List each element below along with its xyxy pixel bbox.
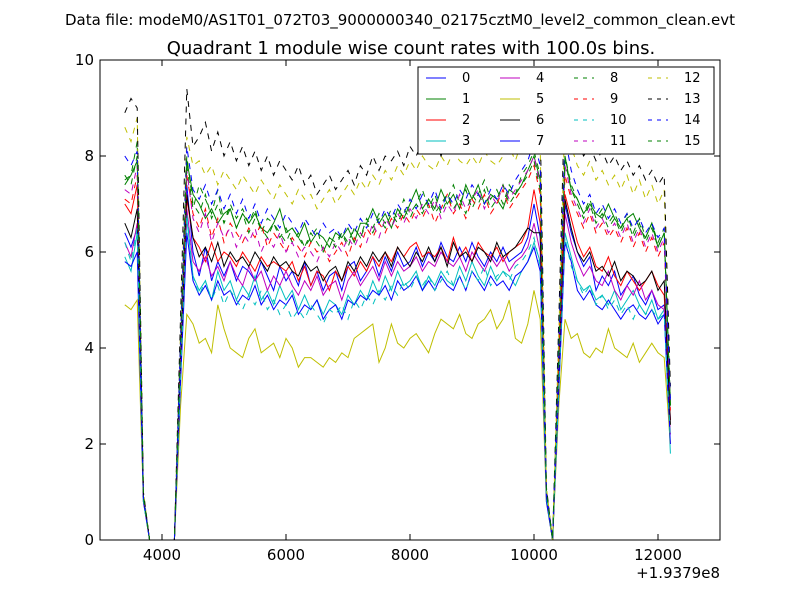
series-line-1 bbox=[124, 154, 671, 541]
series-line-15 bbox=[124, 155, 671, 541]
legend-label-7: 7 bbox=[536, 134, 544, 149]
legend-label-9: 9 bbox=[610, 92, 618, 107]
legend-label-8: 8 bbox=[610, 71, 618, 86]
plot-frame bbox=[99, 59, 721, 541]
y-tick-label: 0 bbox=[84, 531, 94, 549]
series-line-0 bbox=[124, 184, 671, 541]
series-line-10 bbox=[124, 213, 671, 541]
legend-label-12: 12 bbox=[684, 71, 701, 86]
legend-label-4: 4 bbox=[536, 71, 544, 86]
legend-label-10: 10 bbox=[610, 113, 627, 128]
y-tick-label: 10 bbox=[75, 51, 94, 69]
x-tick-label: 8000 bbox=[391, 546, 429, 564]
legend-label-3: 3 bbox=[462, 134, 470, 149]
series-line-9 bbox=[124, 163, 671, 541]
x-tick-label: 4000 bbox=[143, 546, 181, 564]
x-tick-label: 6000 bbox=[267, 546, 305, 564]
y-tick-label: 6 bbox=[84, 243, 94, 261]
series-line-3 bbox=[124, 218, 671, 541]
legend-label-15: 15 bbox=[684, 134, 701, 149]
x-offset-label: +1.9379e8 bbox=[636, 564, 720, 582]
legend-label-14: 14 bbox=[684, 113, 701, 128]
x-tick-label: 12000 bbox=[634, 546, 682, 564]
y-tick-label: 2 bbox=[84, 435, 94, 453]
legend-box bbox=[417, 66, 715, 155]
series-line-6 bbox=[124, 194, 671, 541]
x-tick-label: 10000 bbox=[510, 546, 558, 564]
series-line-5 bbox=[124, 290, 671, 541]
chart-title: Quadrant 1 module wise count rates with … bbox=[167, 38, 656, 59]
legend-label-2: 2 bbox=[462, 113, 470, 128]
legend-label-6: 6 bbox=[536, 113, 544, 128]
legend-label-0: 0 bbox=[462, 71, 470, 86]
legend-label-13: 13 bbox=[684, 92, 701, 107]
y-tick-label: 8 bbox=[84, 147, 94, 165]
y-tick-label: 4 bbox=[84, 339, 94, 357]
legend-label-11: 11 bbox=[610, 134, 627, 149]
suptitle: Data file: modeM0/AS1T01_072T03_90000003… bbox=[65, 11, 735, 30]
series-line-4 bbox=[124, 208, 671, 541]
legend-label-1: 1 bbox=[462, 92, 470, 107]
series-line-7 bbox=[124, 232, 671, 541]
legend-label-5: 5 bbox=[536, 92, 544, 107]
series-line-11 bbox=[124, 154, 671, 541]
series-line-14 bbox=[124, 136, 671, 541]
